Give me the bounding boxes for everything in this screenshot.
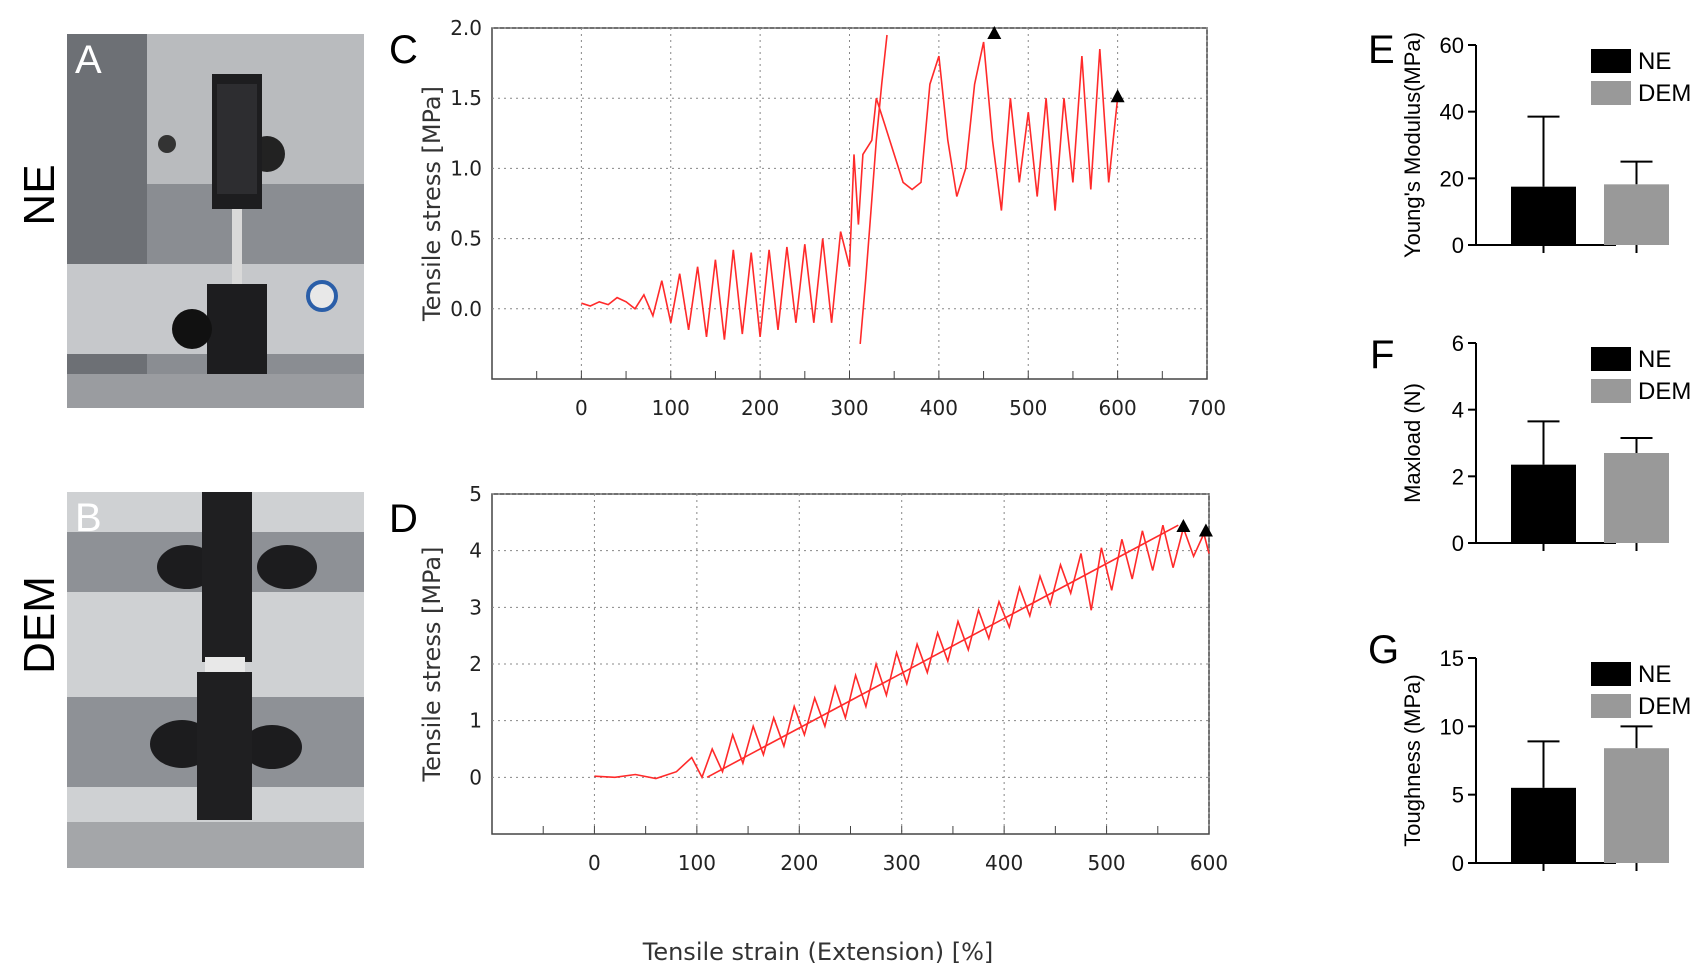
x-tick-label: 400: [920, 396, 958, 420]
y-tick-label: 6: [1452, 331, 1464, 356]
y-tick-label: 2.0: [450, 16, 482, 40]
failure-marker: [1110, 89, 1125, 103]
photo-ne-tensile-grip: A: [67, 34, 364, 408]
photo-dem-drawing: [67, 492, 364, 868]
y-tick-label: 0: [469, 765, 482, 789]
chart-g-toughness: 0 5 10 15 Toughness (MPa) NE DEM: [1400, 646, 1691, 876]
x-tick-label: 300: [883, 851, 921, 875]
x-tick-label: 600: [1190, 851, 1228, 875]
panel-letter-c: C: [389, 28, 418, 72]
y-tick-label: 1: [469, 709, 482, 733]
series-line: [859, 34, 888, 344]
y-tick-label: 40: [1440, 100, 1464, 125]
plot-frame: [491, 493, 1210, 835]
y-tick-label: 0: [1452, 851, 1464, 876]
photo-dem-tensile-grip: B: [67, 492, 364, 868]
row-label-dem: DEM: [15, 576, 64, 674]
panel-letter-e: E: [1368, 28, 1395, 72]
y-tick-label: 5: [1452, 783, 1464, 808]
legend-swatch: [1591, 347, 1631, 371]
legend-label: NE: [1638, 48, 1671, 75]
y-tick-label: 15: [1440, 646, 1464, 671]
bar-ne: [1511, 464, 1576, 543]
y-axis-label: Toughness (MPa): [1400, 674, 1425, 846]
y-axis-label: Tensile stress [MPa]: [418, 547, 446, 783]
y-tick-label: 4: [1452, 398, 1464, 423]
x-axis-label-text: Tensile strain (Extension) [%]: [642, 938, 994, 966]
y-tick-label: 20: [1440, 166, 1464, 191]
y-tick-label: 0.5: [450, 227, 482, 251]
legend-label: NE: [1638, 661, 1671, 688]
y-tick-label: 5: [469, 482, 482, 506]
bar-ne: [1511, 787, 1576, 863]
legend-label: NE: [1638, 346, 1671, 373]
x-tick-label: 200: [741, 396, 779, 420]
legend-label: DEM: [1638, 80, 1691, 107]
x-tick-label: 300: [830, 396, 868, 420]
y-axis-label: Tensile stress [MPa]: [418, 86, 446, 322]
x-tick-label: 200: [780, 851, 818, 875]
bar-ne: [1511, 186, 1576, 245]
bar-dem: [1604, 453, 1669, 543]
x-tick-label: 500: [1009, 396, 1047, 420]
panel-letter-g: G: [1368, 628, 1400, 672]
chart-c-ne-stress-strain: 0 100 200 300 400 500 600 700 0.0 0.5 1.0 1.5 2.0 Ten…: [418, 16, 1226, 420]
x-tick-label: 700: [1188, 396, 1226, 420]
x-tick-label: 400: [985, 851, 1023, 875]
panel-letter-d: D: [389, 497, 418, 541]
photo-a-label: A: [75, 38, 102, 82]
legend-swatch: [1591, 379, 1631, 403]
x-tick-label: 600: [1099, 396, 1137, 420]
y-tick-label: 0.0: [450, 297, 482, 321]
chart-f-maxload: 0 2 4 6 Maxload (N) NE DEM: [1400, 331, 1691, 556]
legend-swatch: [1591, 81, 1631, 105]
row-label-ne: NE: [15, 164, 64, 226]
failure-marker: [1198, 523, 1213, 537]
y-axis-label: Young's Modulus(MPa): [1400, 32, 1425, 258]
legend-swatch: [1591, 662, 1631, 686]
photo-b-label: B: [75, 496, 102, 540]
failure-marker: [987, 26, 1002, 40]
y-tick-label: 60: [1440, 33, 1464, 58]
y-tick-label: 3: [469, 595, 482, 619]
legend-swatch: [1591, 694, 1631, 718]
panel-letter-f: F: [1370, 333, 1395, 377]
y-tick-label: 10: [1440, 714, 1464, 739]
y-tick-label: 0: [1452, 233, 1464, 258]
x-tick-label: 100: [652, 396, 690, 420]
y-tick-label: 2: [1452, 464, 1464, 489]
failure-marker: [1176, 519, 1191, 532]
y-tick-label: 0: [1452, 531, 1464, 556]
photo-ne-drawing: [67, 34, 364, 408]
bar-dem: [1604, 748, 1669, 863]
legend-label: DEM: [1638, 378, 1691, 405]
x-tick-label: 500: [1087, 851, 1125, 875]
x-tick-label: 100: [678, 851, 716, 875]
y-tick-label: 1.0: [450, 156, 482, 180]
chart-e-youngs-modulus: 0 20 40 60 Young's Modulus(MPa) NE DEM: [1400, 32, 1691, 258]
series-line: [581, 41, 1119, 340]
y-tick-label: 4: [469, 539, 482, 563]
series-line: [706, 524, 1179, 779]
x-tick-label: 0: [588, 851, 601, 875]
y-tick-label: 1.5: [450, 86, 482, 110]
bar-dem: [1604, 184, 1669, 245]
y-axis-label: Maxload (N): [1400, 383, 1425, 503]
y-tick-label: 2: [469, 652, 482, 676]
shared-x-axis-label: Tensile strain (Extension) [%]: [642, 938, 994, 966]
x-tick-label: 0: [575, 396, 588, 420]
legend-label: DEM: [1638, 693, 1691, 720]
legend-swatch: [1591, 49, 1631, 73]
chart-d-dem-stress-strain: 0 100 200 300 400 500 600 0 1 2 3 4 5 Tensile stress …: [418, 482, 1228, 875]
